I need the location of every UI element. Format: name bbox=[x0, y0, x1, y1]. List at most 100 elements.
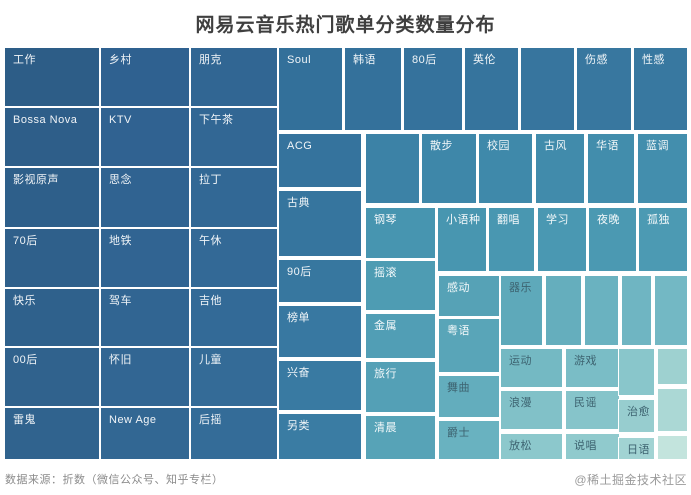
treemap-cell[interactable]: 性感 bbox=[633, 47, 688, 131]
treemap-cell-label: 韩语 bbox=[353, 54, 376, 66]
treemap-cell-label: 伤感 bbox=[585, 54, 608, 66]
treemap-cell[interactable]: 00后 bbox=[4, 347, 100, 407]
treemap-cell[interactable]: 下午茶 bbox=[190, 107, 278, 167]
treemap-cell[interactable] bbox=[584, 275, 619, 346]
treemap-cell[interactable]: 伤感 bbox=[576, 47, 632, 131]
treemap-cell-label: 另类 bbox=[287, 420, 310, 432]
treemap-cell[interactable]: 影视原声 bbox=[4, 167, 100, 228]
treemap-cell[interactable]: 怀旧 bbox=[100, 347, 190, 407]
treemap-cell[interactable]: 韩语 bbox=[344, 47, 402, 131]
treemap-cell-label: 下午茶 bbox=[199, 114, 234, 126]
treemap-cell[interactable]: 兴奋 bbox=[278, 360, 362, 411]
treemap-cell-label: 金属 bbox=[374, 320, 397, 332]
treemap-cell[interactable]: 爵士 bbox=[438, 420, 500, 460]
treemap-cell-label: ACG bbox=[287, 140, 313, 152]
treemap-cell[interactable]: 90后 bbox=[278, 259, 362, 303]
treemap-cell[interactable]: 英伦 bbox=[464, 47, 519, 131]
treemap-cell-label: 怀旧 bbox=[109, 354, 132, 366]
treemap-cell[interactable] bbox=[657, 348, 688, 385]
treemap-cell[interactable] bbox=[657, 388, 688, 432]
treemap-cell[interactable] bbox=[545, 275, 582, 346]
treemap-cell[interactable] bbox=[365, 133, 420, 204]
treemap-cell[interactable]: 拉丁 bbox=[190, 167, 278, 228]
treemap-cell-label: 游戏 bbox=[574, 355, 597, 367]
treemap-cell-label: 90后 bbox=[287, 266, 312, 278]
treemap-cell[interactable]: KTV bbox=[100, 107, 190, 167]
treemap-cell[interactable]: 感动 bbox=[438, 275, 500, 317]
treemap-cell[interactable]: 校园 bbox=[478, 133, 533, 204]
treemap-cell[interactable]: 舞曲 bbox=[438, 375, 500, 418]
treemap-cell[interactable]: 浪漫 bbox=[500, 390, 563, 430]
treemap-cell[interactable]: ACG bbox=[278, 133, 362, 188]
treemap-cell[interactable]: 运动 bbox=[500, 348, 563, 388]
treemap-cell[interactable]: 夜晚 bbox=[588, 207, 637, 272]
treemap-cell[interactable]: 70后 bbox=[4, 228, 100, 288]
treemap-cell[interactable] bbox=[654, 275, 688, 346]
treemap-cell[interactable]: 午休 bbox=[190, 228, 278, 288]
treemap-cell-label: 粤语 bbox=[447, 325, 470, 337]
treemap-cell-label: 古风 bbox=[544, 140, 567, 152]
treemap-cell[interactable]: 古风 bbox=[535, 133, 585, 204]
treemap-cell-label: 雷鬼 bbox=[13, 414, 36, 426]
treemap-cell[interactable]: 快乐 bbox=[4, 288, 100, 347]
treemap-cell[interactable]: 地铁 bbox=[100, 228, 190, 288]
treemap-cell[interactable]: 乡村 bbox=[100, 47, 190, 107]
treemap-cell[interactable]: 清晨 bbox=[365, 415, 436, 460]
treemap-cell[interactable]: 思念 bbox=[100, 167, 190, 228]
treemap-cell[interactable]: New Age bbox=[100, 407, 190, 460]
treemap-cell-label: 华语 bbox=[596, 140, 619, 152]
treemap-cell[interactable]: Soul bbox=[278, 47, 343, 131]
treemap-cell[interactable]: 粤语 bbox=[438, 318, 500, 373]
treemap-cell[interactable]: 后摇 bbox=[190, 407, 278, 460]
treemap-cell[interactable]: 金属 bbox=[365, 313, 436, 359]
treemap-cell[interactable] bbox=[520, 47, 575, 131]
treemap-cell[interactable]: 钢琴 bbox=[365, 207, 436, 259]
treemap-cell[interactable]: 日语 bbox=[618, 437, 655, 460]
treemap-cell[interactable]: 另类 bbox=[278, 413, 362, 460]
treemap-cell[interactable]: Bossa Nova bbox=[4, 107, 100, 167]
treemap-cell-label: 00后 bbox=[13, 354, 38, 366]
treemap-cell-label: 钢琴 bbox=[374, 214, 397, 226]
treemap-cell[interactable]: 榜单 bbox=[278, 305, 362, 358]
treemap-cell[interactable]: 工作 bbox=[4, 47, 100, 107]
treemap-cell[interactable]: 朋克 bbox=[190, 47, 278, 107]
treemap-cell[interactable]: 吉他 bbox=[190, 288, 278, 347]
treemap-cell-label: 80后 bbox=[412, 54, 437, 66]
treemap-cell[interactable]: 放松 bbox=[500, 433, 563, 460]
treemap-cell[interactable]: 翻唱 bbox=[488, 207, 535, 272]
treemap-cell[interactable] bbox=[621, 275, 652, 346]
treemap-cell[interactable] bbox=[618, 348, 655, 396]
treemap-cell-label: 英伦 bbox=[473, 54, 496, 66]
treemap-cell[interactable]: 游戏 bbox=[565, 348, 620, 388]
treemap-cell[interactable]: 旅行 bbox=[365, 361, 436, 413]
treemap-cell[interactable]: 器乐 bbox=[500, 275, 543, 346]
treemap-cell[interactable]: 孤独 bbox=[638, 207, 688, 272]
treemap-cell-label: 地铁 bbox=[109, 235, 132, 247]
treemap-cell[interactable]: 蓝调 bbox=[637, 133, 688, 204]
treemap-cell[interactable]: 散步 bbox=[421, 133, 477, 204]
treemap-cell[interactable]: 80后 bbox=[403, 47, 463, 131]
treemap-cell-label: 吉他 bbox=[199, 295, 222, 307]
treemap-cell-label: 午休 bbox=[199, 235, 222, 247]
treemap-cell[interactable]: 雷鬼 bbox=[4, 407, 100, 460]
treemap-cell[interactable]: 民谣 bbox=[565, 390, 620, 430]
treemap-cell[interactable] bbox=[657, 435, 688, 460]
treemap-cell[interactable]: 古典 bbox=[278, 190, 362, 257]
treemap-cell-label: 快乐 bbox=[13, 295, 36, 307]
treemap-cell[interactable]: 驾车 bbox=[100, 288, 190, 347]
treemap-cell-label: 蓝调 bbox=[646, 140, 669, 152]
treemap-cell-label: 古典 bbox=[287, 197, 310, 209]
treemap-cell[interactable]: 小语种 bbox=[437, 207, 487, 272]
treemap-cell-label: 感动 bbox=[447, 282, 470, 294]
treemap-cell-label: 思念 bbox=[109, 174, 132, 186]
treemap-cell[interactable]: 儿童 bbox=[190, 347, 278, 407]
treemap-cell-label: 影视原声 bbox=[13, 174, 59, 186]
treemap-cell-label: 孤独 bbox=[647, 214, 670, 226]
treemap-cell[interactable]: 学习 bbox=[537, 207, 587, 272]
treemap-cell[interactable]: 治愈 bbox=[618, 399, 655, 433]
treemap-cell-label: 70后 bbox=[13, 235, 38, 247]
treemap-cell[interactable]: 华语 bbox=[587, 133, 635, 204]
treemap-cell[interactable]: 摇滚 bbox=[365, 260, 436, 311]
treemap-cell[interactable]: 说唱 bbox=[565, 433, 620, 460]
treemap-cell-label: 舞曲 bbox=[447, 382, 470, 394]
